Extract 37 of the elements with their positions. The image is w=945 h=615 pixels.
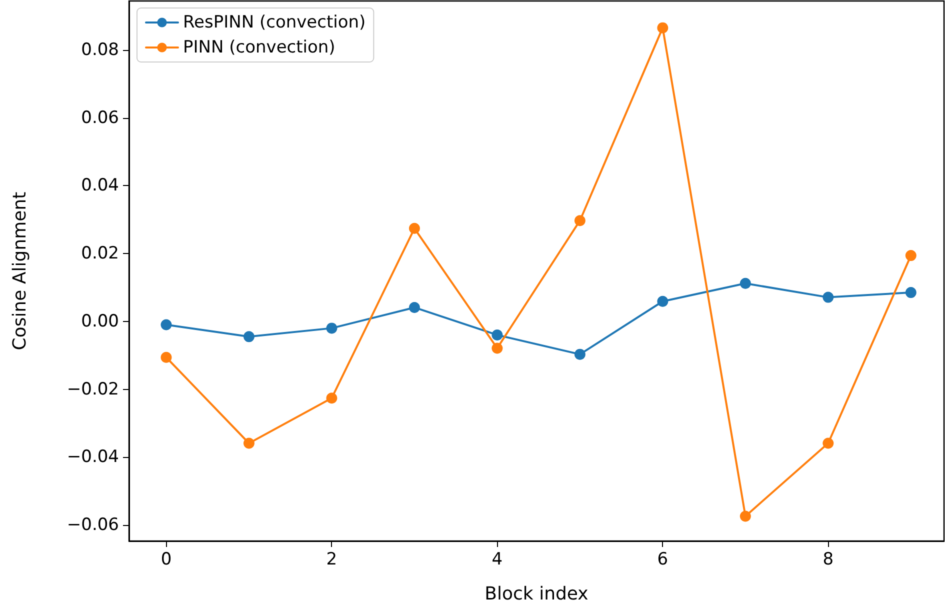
y-tick-label: 0.00	[81, 311, 119, 332]
point	[243, 331, 254, 342]
y-tick-label: 0.06	[81, 108, 119, 128]
point	[822, 292, 834, 303]
point	[492, 329, 503, 340]
y-axis-title: Cosine Alignment	[10, 192, 30, 350]
y-tick-label: 0.02	[81, 244, 119, 264]
y-tick-label: 0.08	[81, 40, 119, 60]
point	[822, 438, 834, 449]
y-tick-label: −0.04	[66, 447, 119, 468]
legend-label: PINN (convection)	[183, 38, 336, 58]
point	[408, 302, 420, 313]
y-tick-label: 0.04	[81, 176, 119, 196]
x-axis-title: Block index	[484, 584, 589, 604]
point	[740, 278, 751, 289]
point	[657, 296, 668, 307]
point	[574, 215, 586, 226]
point	[574, 348, 586, 360]
point	[326, 322, 338, 334]
legend-label: ResPINN (convection)	[183, 12, 366, 32]
point	[657, 22, 668, 34]
x-tick-label: 6	[657, 550, 668, 570]
point	[160, 319, 172, 330]
x-tick-label: 4	[492, 550, 503, 570]
point	[905, 287, 916, 298]
point	[905, 250, 916, 262]
y-tick-label: −0.02	[66, 379, 119, 400]
point	[740, 510, 751, 522]
x-tick-label: 0	[160, 550, 172, 570]
point	[408, 222, 420, 234]
x-tick-label: 8	[822, 550, 834, 570]
point	[326, 392, 338, 404]
point	[160, 352, 172, 363]
x-tick-label: 2	[326, 550, 338, 570]
point	[492, 342, 503, 354]
y-tick-label: −0.06	[66, 515, 119, 536]
point	[243, 438, 254, 449]
